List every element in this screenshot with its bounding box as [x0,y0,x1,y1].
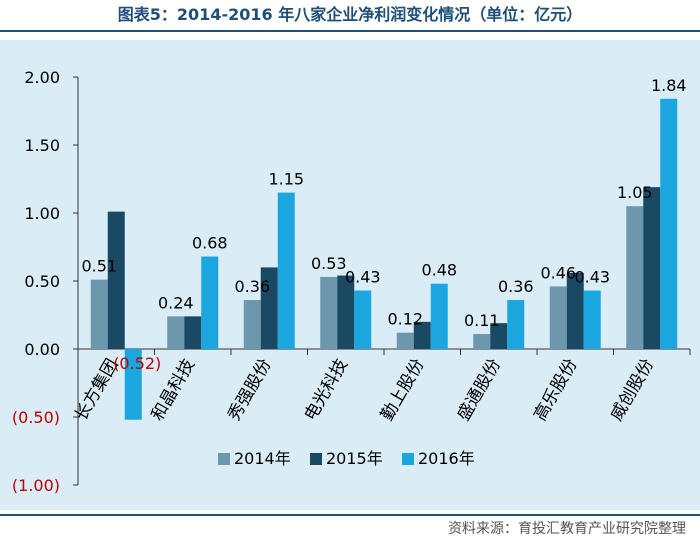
y-tick-label: (1.00) [12,476,60,495]
data-label: 0.12 [387,310,423,329]
legend-swatch [402,453,414,465]
bar [260,267,278,349]
data-label: 1.84 [651,76,687,95]
bar [566,272,584,349]
bar [549,286,567,349]
bar [320,276,338,349]
legend-swatch [218,453,230,465]
data-label: 0.24 [158,293,194,312]
bar [90,279,108,349]
bar [354,290,372,349]
legend-swatch [310,453,322,465]
bar [413,321,431,349]
legend-label: 2014年 [234,449,291,468]
bar [473,334,491,349]
y-tick-label: 0.00 [24,340,60,359]
bar [430,283,448,349]
y-tick-label: 2.00 [24,68,60,87]
bar [277,192,295,349]
data-label: 0.43 [345,268,381,287]
y-tick-label: 1.50 [24,136,60,155]
data-label: 0.51 [81,257,117,276]
data-label: 0.46 [540,263,576,282]
bar [184,316,202,349]
data-label: 0.43 [574,268,610,287]
data-label: (0.52) [113,354,161,373]
data-label: 1.05 [617,183,653,202]
bar [337,275,355,349]
data-label: 0.36 [234,277,270,296]
figure-title: 图表5：2014-2016 年八家企业净利润变化情况（单位：亿元） [117,5,583,24]
title-divider [0,30,700,32]
data-label: 0.36 [498,277,534,296]
bar [626,206,644,349]
bar [243,300,261,349]
data-label: 0.53 [311,254,347,273]
data-label: 0.48 [421,261,457,280]
bar [490,323,508,349]
data-label: 1.15 [268,170,304,189]
data-label: 0.11 [464,311,500,330]
bar [583,290,601,349]
y-tick-label: 1.00 [24,204,60,223]
footer-divider [0,514,700,516]
legend-label: 2015年 [326,449,383,468]
bar [396,332,414,349]
y-tick-label: (0.50) [12,408,60,427]
bar [124,349,142,420]
bar [167,316,185,349]
bar [201,256,219,349]
bar [107,211,125,349]
data-label: 0.68 [192,234,228,253]
bar [507,300,525,349]
bar-chart: 2.001.501.000.500.00(0.50)(1.00)长方集团 和晶科技… [0,40,700,510]
bar [643,187,661,349]
legend-label: 2016年 [418,449,475,468]
source-note: 资料来源：育投汇教育产业研究院整理 [448,521,686,537]
y-tick-label: 0.50 [24,272,60,291]
bar [660,98,678,349]
